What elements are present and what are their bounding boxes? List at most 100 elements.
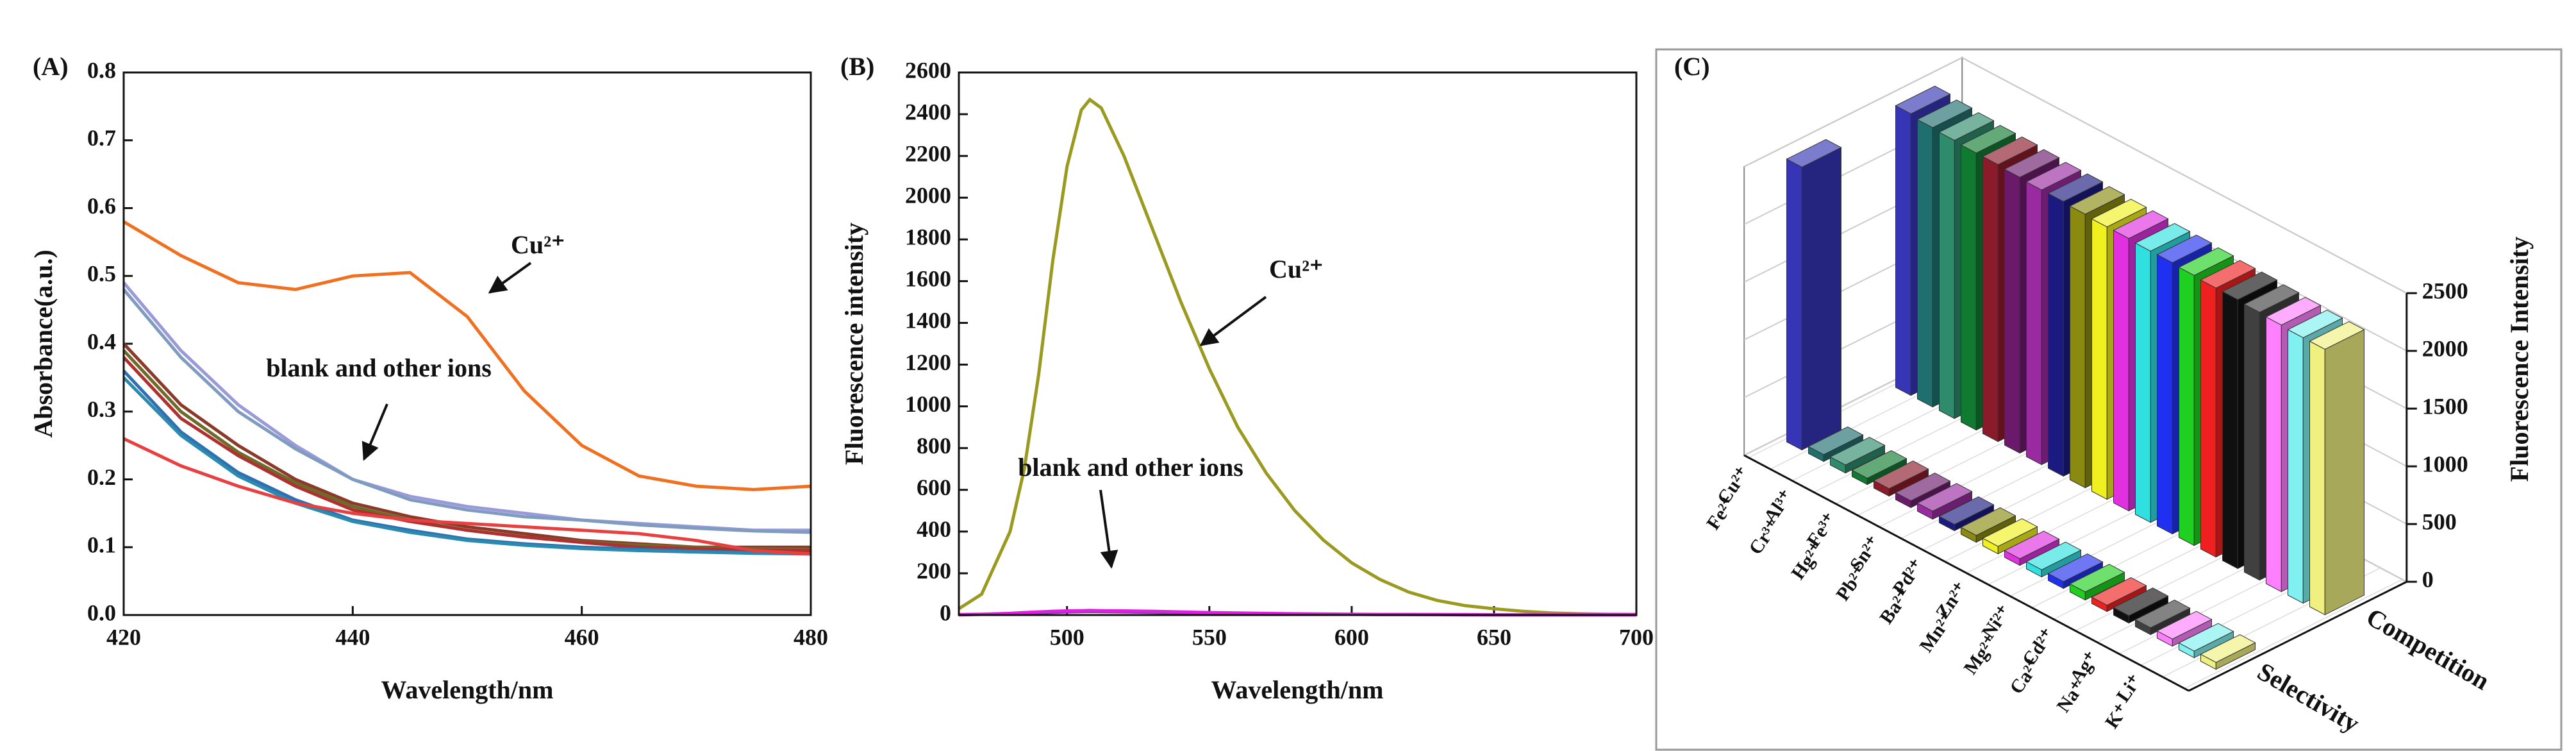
bar-top — [2004, 530, 2060, 559]
y-tick-label: 0.3 — [87, 396, 116, 422]
y-tick-label: 2600 — [905, 57, 951, 83]
y-axis-title: Absorbance(a.u.) — [29, 249, 58, 437]
bar-front — [2309, 341, 2325, 616]
annotation-arrow — [361, 403, 388, 461]
bar — [1873, 460, 1929, 497]
category-label: Li⁺ — [2113, 671, 2146, 706]
series-line — [122, 288, 811, 534]
y-tick-label: 1200 — [905, 350, 951, 375]
bar-top — [2004, 149, 2060, 178]
z-tick-label: 1500 — [2422, 393, 2468, 419]
bar-top — [1938, 112, 1995, 141]
bar-top — [1895, 85, 1951, 114]
bar-top — [2200, 260, 2256, 289]
y-tick-label: 0.2 — [87, 464, 116, 490]
bar-top — [1873, 460, 1929, 489]
bar-top — [2134, 223, 2191, 252]
bar-top — [2113, 210, 2169, 239]
bar-top — [1960, 124, 2016, 154]
bar-top — [2178, 247, 2234, 276]
bar-front — [1895, 105, 1911, 396]
bar-front — [1961, 144, 1977, 431]
x-axis-title: Wavelength/nm — [381, 675, 554, 704]
annotation: blank and other ions — [1018, 453, 1243, 482]
bar — [1786, 139, 1842, 451]
y-tick-label: 1000 — [905, 391, 951, 417]
bar-front — [2157, 254, 2173, 535]
bar — [2309, 321, 2365, 616]
bar-top — [2091, 577, 2147, 606]
y-tick-label: 1800 — [905, 224, 951, 250]
category-axis — [1743, 454, 2190, 692]
y-tick-label: 2200 — [905, 140, 951, 166]
bar-front — [2026, 181, 2042, 466]
bar-front — [2244, 303, 2260, 581]
series-axis — [2188, 580, 2407, 692]
z-tick-label: 1000 — [2422, 451, 2468, 477]
x-tick-label: 440 — [335, 624, 370, 650]
bar-top — [1982, 518, 2038, 547]
y-tick-label: 0.4 — [87, 328, 116, 354]
panel-label: (C) — [1674, 52, 1710, 81]
bar-top — [2156, 611, 2213, 639]
bar — [2156, 611, 2213, 647]
z-tick-label: 2500 — [2422, 278, 2468, 303]
bar — [2025, 541, 2082, 578]
x-tick-label: 550 — [1192, 624, 1227, 650]
y-tick-label: 0.1 — [87, 532, 116, 558]
bar-front — [2135, 242, 2151, 523]
floor-line — [2184, 578, 2403, 689]
x-axis-title: Wavelength/nm — [1211, 675, 1384, 704]
bar-top — [1938, 496, 1995, 525]
annotation: Cu²⁺ — [1269, 255, 1323, 283]
bar-top — [1786, 139, 1842, 168]
x-tick-label: 420 — [106, 624, 141, 650]
bar-top — [2047, 553, 2104, 582]
annotation-arrow — [1199, 296, 1267, 346]
bar-front — [2091, 218, 2107, 500]
z-tick-label: 0 — [2422, 566, 2434, 592]
y-tick-label: 400 — [917, 516, 951, 542]
bar-front — [2288, 329, 2304, 604]
bar-top — [2200, 634, 2256, 663]
bar-top — [2156, 234, 2213, 264]
y-tick-label: 0.7 — [87, 125, 116, 151]
y-tick-label: 1600 — [905, 266, 951, 292]
y-tick-label: 2400 — [905, 99, 951, 124]
bar-front — [1982, 156, 1998, 443]
y-tick-label: 0 — [940, 600, 951, 625]
y-tick-label: 600 — [917, 475, 951, 500]
bar — [1916, 483, 1973, 520]
bar-front — [1939, 131, 1955, 419]
series-line — [122, 220, 811, 491]
panel-frame — [1655, 48, 2563, 751]
grid-line — [1961, 57, 2407, 294]
bar-top — [2309, 321, 2365, 350]
y-axis-title: Fluorescence intensity — [840, 223, 868, 465]
bar-top — [1851, 450, 1907, 479]
panel-label: (B) — [840, 52, 874, 81]
y-tick-label: 0.5 — [87, 261, 116, 287]
x-tick-label: 480 — [794, 624, 828, 650]
y-tick-label: 0.8 — [87, 57, 116, 83]
bar-top — [1895, 473, 1951, 502]
bar-top — [2069, 564, 2125, 593]
bar-front — [2200, 279, 2216, 558]
plot-frame — [122, 71, 812, 616]
bar-top — [2069, 186, 2125, 215]
series-line — [122, 437, 811, 556]
x-tick-label: 460 — [565, 624, 599, 650]
bar-side — [2324, 329, 2364, 616]
bar — [2113, 587, 2169, 624]
bar — [1807, 426, 1864, 462]
y-tick-label: 0.6 — [87, 193, 116, 219]
y-tick-label: 200 — [917, 558, 951, 584]
bar-top — [2287, 309, 2343, 339]
bar — [1851, 450, 1907, 485]
bar-front — [1917, 119, 1933, 408]
bar — [1938, 496, 1995, 532]
bar — [1960, 507, 2016, 543]
bar-top — [1916, 99, 1973, 128]
bar-front — [2266, 316, 2282, 593]
